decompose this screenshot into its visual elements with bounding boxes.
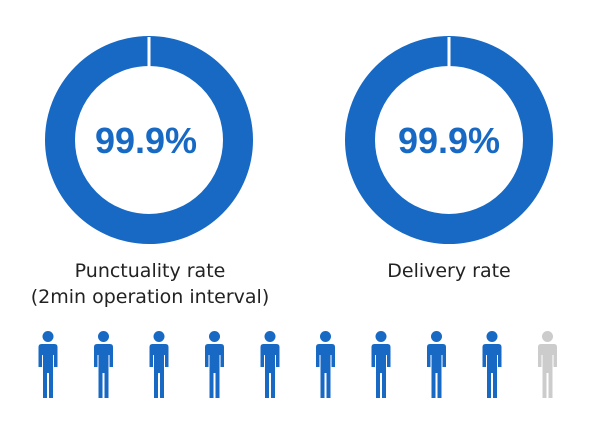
person-head	[153, 331, 165, 342]
person-head	[320, 331, 331, 342]
caption-line: Delivery rate	[387, 260, 511, 282]
person-body	[427, 344, 446, 398]
person-icon-filled	[94, 331, 113, 398]
person-head	[42, 331, 54, 342]
person-body	[205, 344, 224, 398]
person-body	[482, 344, 502, 398]
person-body	[316, 344, 335, 398]
caption-line: Punctuality rate	[74, 260, 226, 282]
person-icon-filled	[38, 331, 58, 398]
donut-value-label: 99.9%	[95, 120, 197, 161]
person-body	[38, 344, 58, 398]
person-body	[94, 344, 113, 398]
person-icon-filled	[371, 331, 391, 398]
person-head	[98, 331, 109, 342]
person-head	[486, 331, 498, 342]
person-body	[260, 344, 280, 398]
person-icon-filled	[482, 331, 502, 398]
person-body	[149, 344, 169, 398]
person-body	[538, 344, 557, 398]
person-icon-empty	[538, 331, 557, 398]
pictogram-row	[38, 331, 557, 398]
person-icon-filled	[316, 331, 335, 398]
person-icon-filled	[149, 331, 169, 398]
person-head	[375, 331, 387, 342]
person-body	[371, 344, 391, 398]
person-icon-filled	[427, 331, 446, 398]
person-icon-filled	[205, 331, 224, 398]
donut-value-label: 99.9%	[398, 120, 500, 161]
person-head	[264, 331, 276, 342]
caption-line: (2min operation interval)	[30, 286, 270, 308]
donut-chart-delivery: 99.9%	[345, 36, 553, 244]
donut-caption-punctuality: Punctuality rate (2min operation interva…	[0, 258, 300, 310]
person-head	[542, 331, 553, 342]
person-icon-filled	[260, 331, 280, 398]
donut-chart-punctuality: 99.9%	[45, 36, 253, 244]
donut-caption-delivery: Delivery rate	[299, 258, 599, 284]
person-head	[209, 331, 220, 342]
person-head	[431, 331, 442, 342]
